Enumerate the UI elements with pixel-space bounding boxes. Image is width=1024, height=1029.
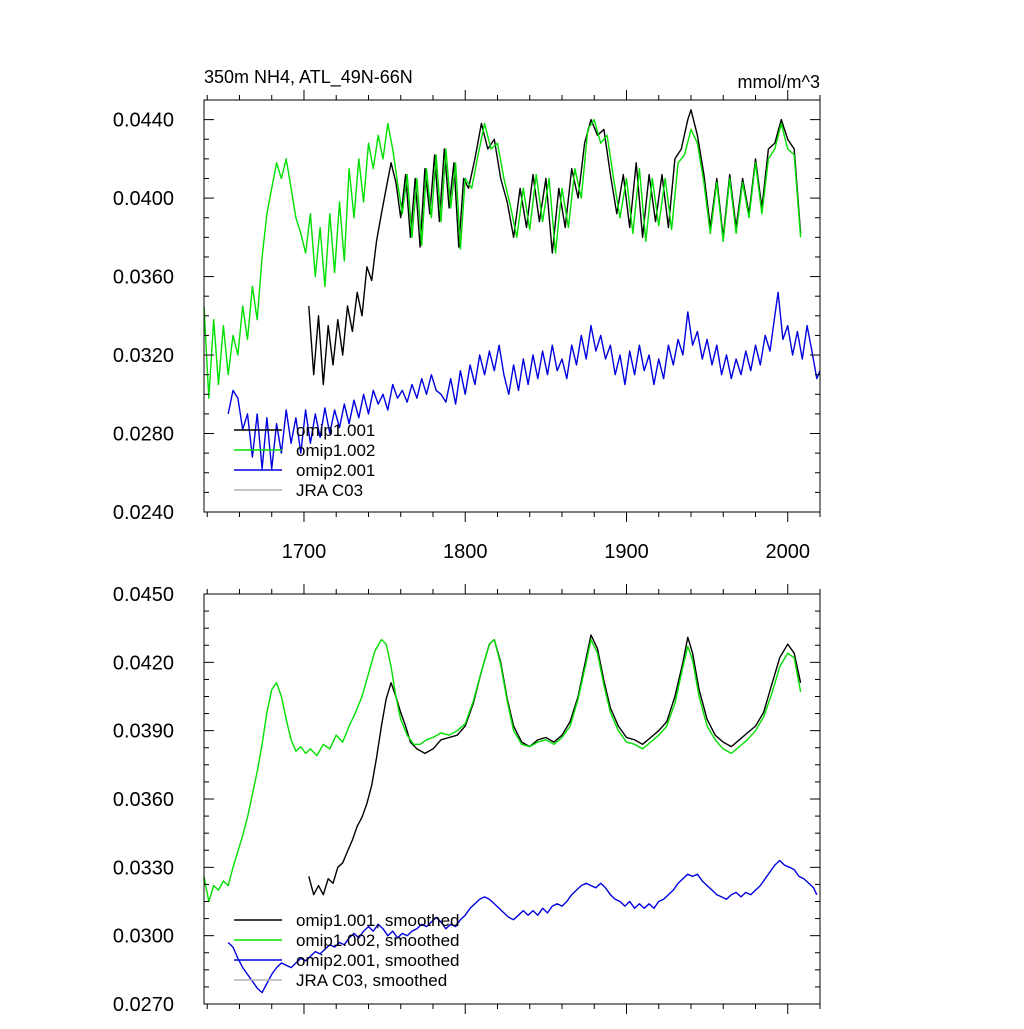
legend-label: omip2.001, smoothed — [296, 951, 460, 970]
y-tick-label: 0.0270 — [113, 994, 174, 1016]
top-panel: 0.0240 0.0280 0.0320 0.0360 0.0400 0.0440 1700… — [113, 90, 821, 563]
y-tick-label: 0.0240 — [113, 502, 174, 524]
legend-label: omip1.001, smoothed — [296, 911, 460, 930]
y-tick-label: 0.0440 — [113, 110, 174, 132]
legend-label: JRA C03 — [296, 481, 363, 500]
bottom-panel: 0.0270 0.0300 0.0330 0.0360 0.0390 0.0420 0.04… — [113, 584, 821, 1016]
legend-label: JRA C03, smoothed — [296, 971, 447, 990]
series-line-2 — [227, 291, 821, 470]
y-tick-label: 0.0360 — [113, 789, 174, 811]
units-label: mmol/m^3 — [738, 72, 820, 92]
x-tick-label: 2000 — [765, 541, 810, 563]
x-tick-label: 1800 — [443, 541, 488, 563]
x-tick-label: 1700 — [282, 541, 327, 563]
y-tick-label: 0.0400 — [113, 188, 174, 210]
legend-label: omip2.001 — [296, 461, 375, 480]
series-line-1 — [203, 118, 802, 399]
y-tick-label: 0.0320 — [113, 345, 174, 367]
series-line-0 — [308, 109, 802, 386]
y-tick-label: 0.0360 — [113, 267, 174, 289]
legend-label: omip1.002, smoothed — [296, 931, 460, 950]
y-tick-label: 0.0330 — [113, 857, 174, 879]
chart-title: 350m NH4, ATL_49N-66N — [204, 67, 413, 88]
series-line-2 — [227, 859, 818, 994]
legend-label: omip1.001 — [296, 421, 375, 440]
y-tick-label: 0.0300 — [113, 926, 174, 948]
series-line-0 — [308, 634, 802, 896]
x-tick-label: 1900 — [604, 541, 649, 563]
y-tick-label: 0.0280 — [113, 424, 174, 446]
series-line-1 — [203, 638, 802, 903]
plot-frame — [203, 99, 821, 513]
y-tick-label: 0.0450 — [113, 584, 174, 606]
legend-label: omip1.002 — [296, 441, 375, 460]
y-tick-label: 0.0420 — [113, 652, 174, 674]
y-tick-label: 0.0390 — [113, 721, 174, 743]
